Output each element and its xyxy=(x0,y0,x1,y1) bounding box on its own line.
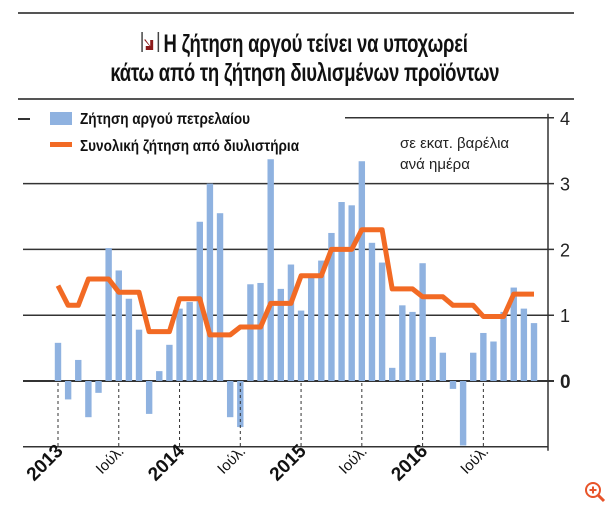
bar-crude-demand xyxy=(105,248,112,381)
legend-label-crude: Ζήτηση αργού πετρελαίου xyxy=(80,111,250,128)
bar-crude-demand xyxy=(237,381,244,428)
bar-crude-demand xyxy=(257,282,264,381)
bar-crude-demand xyxy=(125,298,133,381)
title-text-1: Η ζήτηση αργού τείνει να υποχωρεί xyxy=(164,30,469,58)
chart-title-line-2: κάτω από τη ζήτηση διυλισμένων προϊόντων xyxy=(0,59,610,88)
y-tick-label: 4 xyxy=(560,109,570,129)
bar-crude-demand xyxy=(459,381,467,446)
bar-crude-demand xyxy=(216,213,224,381)
bar-crude-demand xyxy=(115,270,122,381)
bar-crude-demand xyxy=(247,284,254,381)
bar-crude-demand xyxy=(358,161,366,381)
y-tick-label: 0 xyxy=(560,372,571,393)
bar-crude-demand xyxy=(186,302,193,381)
title-text-2: κάτω από τη ζήτηση διυλισμένων προϊόντων xyxy=(110,59,500,87)
bar-crude-demand xyxy=(348,205,355,381)
bar-crude-demand xyxy=(145,381,153,414)
bar-crude-demand xyxy=(389,367,396,381)
bar-crude-demand xyxy=(95,381,102,393)
bar-crude-demand xyxy=(409,311,416,381)
chart-title-line-1: Η ζήτηση αργού τείνει να υποχωρεί xyxy=(0,30,610,59)
bar-crude-demand xyxy=(490,341,497,381)
y-tick-label: 1 xyxy=(560,306,570,326)
bar-crude-demand xyxy=(287,264,295,381)
down-right-arrow-icon xyxy=(141,32,160,52)
bar-crude-demand xyxy=(449,381,457,389)
bar-crude-demand xyxy=(480,332,487,381)
y-tick-label: 3 xyxy=(560,175,570,195)
bar-crude-demand xyxy=(75,359,82,381)
unit-note-line-2: ανά ημέρα xyxy=(400,156,470,173)
legend-dash xyxy=(18,118,30,120)
bar-crude-demand xyxy=(156,371,163,381)
zoom-in-icon[interactable] xyxy=(584,481,606,503)
bar-crude-demand xyxy=(318,260,325,381)
bar-crude-demand xyxy=(226,381,234,418)
bar-crude-demand xyxy=(166,344,173,381)
legend-swatch-crude xyxy=(50,112,72,125)
top-rule xyxy=(18,12,574,14)
bar-crude-demand xyxy=(510,287,517,381)
bar-crude-demand xyxy=(338,202,345,381)
bar-crude-demand xyxy=(530,323,538,381)
bar-crude-demand xyxy=(297,310,305,381)
x-tick-label: Ιούλ. xyxy=(336,443,371,478)
x-tick-label: Ιούλ. xyxy=(457,443,492,478)
refinery-demand-line xyxy=(55,227,534,338)
x-tick-label: Ιούλ. xyxy=(214,443,249,478)
bar-crude-demand xyxy=(429,336,436,381)
unit-note-line-1: σε εκατ. βαρέλια xyxy=(400,135,509,152)
bar-crude-demand xyxy=(206,183,214,381)
bar-crude-demand xyxy=(399,305,406,381)
y-tick-label: 2 xyxy=(560,240,570,260)
bar-crude-demand xyxy=(307,275,315,381)
bar-crude-demand xyxy=(328,232,335,381)
bar-crude-demand xyxy=(520,308,528,381)
bar-crude-demand xyxy=(176,308,183,381)
bar-crude-demand xyxy=(54,342,62,381)
bar-crude-demand xyxy=(378,262,386,381)
x-tick-label: Ιούλ. xyxy=(93,443,128,478)
bar-crude-demand xyxy=(267,159,274,381)
bar-crude-demand xyxy=(85,381,92,418)
bar-crude-demand xyxy=(419,263,426,381)
bar-crude-demand xyxy=(439,352,447,381)
bar-crude-demand xyxy=(470,352,477,381)
bar-crude-demand xyxy=(368,242,376,381)
bar-crude-demand xyxy=(64,381,72,400)
bar-crude-demand xyxy=(135,329,143,381)
legend-label-refinery: Συνολική ζήτηση από διυλιστήρια xyxy=(80,138,299,155)
legend-swatch-refinery xyxy=(50,142,72,147)
title-bottom-rule xyxy=(18,98,574,100)
bar-crude-demand xyxy=(500,311,507,381)
bar-crude-demand xyxy=(277,288,285,381)
